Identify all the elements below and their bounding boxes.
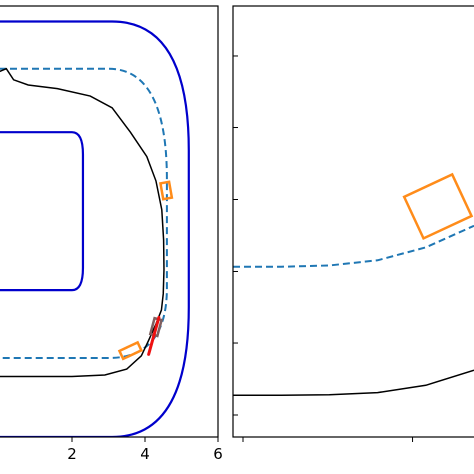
obstacle-box-1 [159, 180, 174, 201]
left-plot-frame [0, 5, 219, 438]
obstacle-box-2 [117, 340, 144, 361]
right-plot [232, 5, 474, 442]
obstacle-box-zoom-1 [402, 172, 474, 241]
track-outer-boundary [0, 20, 190, 437]
predicted-path [147, 315, 161, 356]
track-inner-boundary [0, 131, 85, 292]
right-plot-frame [232, 5, 474, 438]
x-tick-label-6: 6 [213, 445, 223, 463]
x-tick-label-2: 2 [67, 445, 77, 463]
left-plot: 2 4 6 [0, 5, 223, 463]
x-tick-label-4: 4 [140, 445, 150, 463]
vehicle-trajectory-zoom [233, 369, 474, 396]
vehicle-trajectory [0, 67, 165, 378]
reference-path-zoom [233, 224, 474, 268]
